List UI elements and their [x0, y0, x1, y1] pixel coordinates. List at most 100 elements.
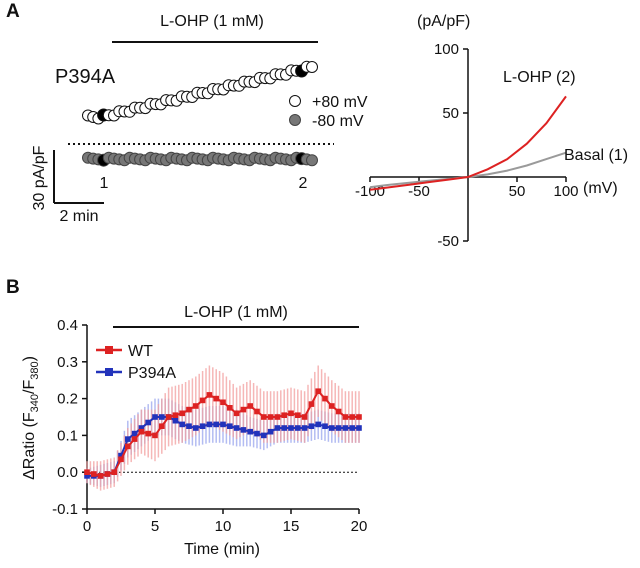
y-axis-label-sub2: 380 — [29, 361, 41, 379]
time-marker-2: 2 — [299, 175, 308, 192]
data-point — [131, 436, 138, 442]
data-point — [220, 399, 226, 406]
treatment-label-b: L-OHP (1 mM) — [184, 304, 288, 321]
data-point — [247, 403, 253, 409]
y-tick-label: 0.2 — [57, 391, 78, 408]
panel-a-label: A — [6, 1, 20, 22]
data-point — [152, 414, 158, 420]
data-point — [308, 423, 315, 429]
y-axis-label-end: ) — [21, 356, 38, 361]
legend-marker-minus80 — [289, 114, 301, 126]
y-axis-label-main: ΔRatio (F — [21, 412, 38, 480]
data-point — [329, 403, 335, 409]
iv-x-unit: (mV) — [583, 180, 618, 197]
iv-x-tick-label: 50 — [509, 183, 526, 200]
y-tick-label: -0.1 — [52, 501, 78, 518]
treatment-label-a: L-OHP (1 mM) — [160, 13, 264, 30]
iv-series — [369, 95, 567, 191]
iv-legend-lohp: L-OHP (2) — [503, 69, 576, 86]
trace-plus80 — [82, 60, 318, 125]
data-point — [193, 425, 199, 431]
data-point — [254, 430, 260, 437]
iv-y-tick-label: -50 — [437, 233, 459, 250]
data-point — [118, 456, 124, 463]
data-point — [84, 469, 90, 475]
x-tick-label: 0 — [83, 518, 91, 535]
iv-y-tick-label: 50 — [442, 105, 459, 122]
scalebar-y-label: 30 pA/pF — [31, 145, 48, 210]
y-tick-label: 0.3 — [57, 354, 78, 371]
data-point — [254, 408, 260, 415]
iv-legend-basal: Basal (1) — [564, 147, 628, 164]
data-point — [233, 410, 240, 417]
data-point — [145, 430, 151, 437]
data-point — [125, 443, 131, 450]
data-point — [159, 414, 165, 420]
data-point — [315, 421, 321, 428]
data-point — [356, 414, 362, 420]
data-point — [349, 425, 355, 431]
y-tick-label: 0.1 — [57, 427, 78, 444]
data-point — [295, 412, 301, 418]
data-point — [84, 473, 90, 479]
data-point — [152, 432, 158, 439]
data-point — [213, 421, 219, 428]
data-point — [186, 423, 192, 429]
data-point — [274, 425, 281, 431]
data-point — [227, 423, 233, 429]
data-point — [227, 405, 233, 411]
data-point — [91, 471, 97, 477]
legend-label-wt: WT — [128, 343, 153, 360]
data-point — [145, 419, 151, 426]
y-axis-label-mid: /F — [21, 380, 38, 394]
legend-label-plus80: +80 mV — [312, 94, 368, 111]
time-course-series — [84, 388, 362, 479]
x-tick-label: 5 — [151, 518, 159, 535]
data-point — [165, 414, 172, 420]
data-point — [308, 401, 315, 407]
data-point — [233, 425, 240, 431]
time-course-axes: 0 5 10 15 20 -0.1 0.0 0.1 0.2 0.3 0.4 — [52, 317, 367, 535]
legend-label-minus80: -80 mV — [312, 113, 364, 130]
data-point — [335, 408, 342, 415]
data-point — [274, 414, 281, 420]
data-point — [131, 430, 138, 437]
data-point — [179, 421, 185, 428]
data-point — [97, 473, 104, 479]
data-point — [118, 452, 124, 459]
data-point — [267, 414, 274, 420]
y-axis-label-sub1: 340 — [29, 394, 41, 412]
iv-x-tick-label: -50 — [408, 183, 430, 200]
x-tick-label: 10 — [215, 518, 232, 535]
legend-marker-p394a — [105, 368, 113, 376]
data-point — [342, 425, 349, 431]
legend-label-p394a: P394A — [128, 365, 176, 382]
data-point — [111, 469, 117, 475]
data-point — [199, 423, 206, 429]
data-point — [159, 423, 165, 429]
data-point — [356, 425, 362, 431]
data-point — [172, 417, 179, 424]
data-point — [261, 432, 267, 439]
data-point — [186, 406, 192, 413]
data-point — [247, 428, 253, 435]
x-tick-label: 15 — [283, 518, 300, 535]
data-point — [301, 414, 308, 420]
x-axis-label: Time (min) — [184, 541, 260, 558]
data-point — [281, 412, 287, 418]
data-point — [267, 428, 274, 435]
iv-y-unit: (pA/pF) — [417, 13, 470, 30]
data-point — [295, 425, 301, 431]
data-point — [288, 410, 294, 417]
scalebar-x-label: 2 min — [59, 208, 98, 225]
legend-marker-plus80 — [289, 95, 301, 107]
data-point — [138, 428, 145, 435]
minus80-point — [306, 154, 318, 167]
data-point — [261, 414, 267, 420]
data-point — [220, 421, 226, 428]
panel-b-label: B — [6, 277, 20, 298]
data-point — [172, 412, 179, 418]
data-point — [301, 425, 308, 431]
